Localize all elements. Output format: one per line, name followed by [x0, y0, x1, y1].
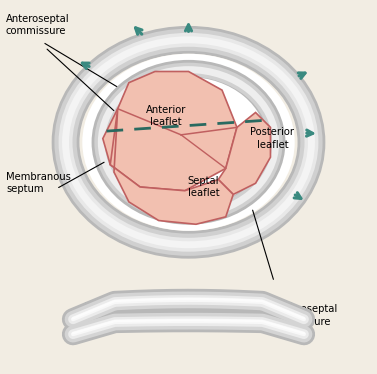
- Text: Septal
leaflet: Septal leaflet: [188, 176, 219, 198]
- Polygon shape: [110, 109, 233, 224]
- Text: Membranous
septum: Membranous septum: [6, 172, 71, 194]
- Text: Posterior
leaflet: Posterior leaflet: [250, 128, 294, 150]
- Polygon shape: [218, 113, 270, 194]
- Text: Anteroseptal
commissure: Anteroseptal commissure: [6, 14, 69, 36]
- Ellipse shape: [110, 77, 267, 208]
- Text: Posteroseptal
commissure: Posteroseptal commissure: [270, 304, 338, 327]
- Ellipse shape: [82, 54, 295, 231]
- Text: Anterior
leaflet: Anterior leaflet: [146, 105, 186, 128]
- Polygon shape: [103, 71, 237, 191]
